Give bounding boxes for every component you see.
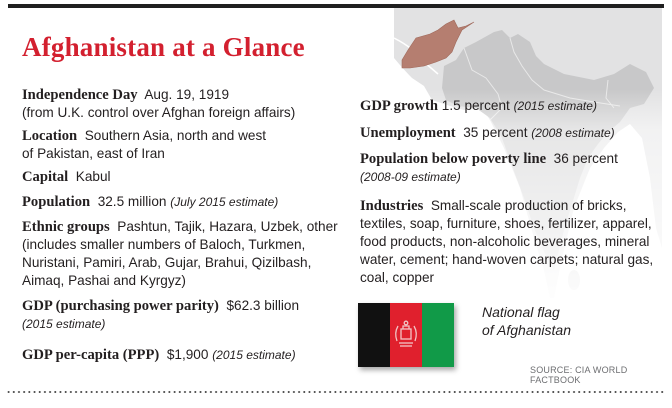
flag-green-band — [422, 303, 454, 367]
fact-estimate-note: (2015 estimate) — [513, 99, 597, 113]
fact-detail: coal, copper — [360, 270, 435, 285]
fact-value: Kabul — [75, 169, 111, 184]
fact-estimate-note: (2015 estimate) — [22, 317, 106, 331]
fact-value: 36 percent — [553, 151, 618, 166]
fact-label: GDP growth — [360, 98, 438, 114]
afghanistan-flag-icon — [358, 303, 454, 367]
fact-value: Aug. 19, 1919 — [144, 87, 230, 102]
fact-estimate-note: (July 2015 estimate) — [170, 195, 279, 209]
fact-gdp-growth: GDP growth 1.5 percent (2015 estimate) — [360, 97, 665, 115]
page-title: Afghanistan at a Glance — [22, 32, 305, 62]
fact-value: Pashtun, Tajik, Hazara, Uzbek, other — [117, 219, 338, 234]
fact-value: 1.5 percent — [441, 98, 510, 113]
fact-detail: of Pakistan, east of Iran — [22, 146, 165, 161]
fact-location: Location Southern Asia, north and west o… — [22, 127, 352, 163]
fact-ethnic-groups: Ethnic groups Pashtun, Tajik, Hazara, Uz… — [22, 218, 352, 290]
flag-caption-line2: of Afghanistan — [482, 322, 571, 338]
fact-detail: water, cement; hand-woven carpets; natur… — [360, 252, 654, 267]
fact-label: GDP (purchasing power parity) — [22, 298, 219, 314]
fact-independence-day: Independence Day Aug. 19, 1919 (from U.K… — [22, 86, 352, 122]
fact-label: Industries — [360, 198, 424, 214]
fact-label: Population — [22, 194, 91, 210]
flag-emblem-icon — [395, 320, 417, 347]
fact-label: Location — [22, 128, 78, 144]
fact-detail: Nuristani, Pamiri, Arab, Gujar, Brahui, … — [22, 255, 312, 270]
fact-label: Unemployment — [360, 125, 456, 141]
fact-value: 32.5 million — [97, 194, 167, 209]
fact-estimate-note: (2015 estimate) — [212, 348, 296, 362]
fact-gdp-per-capita: GDP per-capita (PPP) $1,900 (2015 estima… — [22, 346, 352, 364]
fact-value: $62.3 billion — [226, 298, 300, 313]
flag-caption-line1: National flag — [482, 304, 560, 320]
fact-detail: (from U.K. control over Afghan foreign a… — [22, 105, 296, 120]
fact-label: Capital — [22, 169, 69, 185]
fact-label: GDP per-capita (PPP) — [22, 347, 160, 363]
fact-label: Independence Day — [22, 87, 138, 103]
south-asia-map-icon — [394, 8, 662, 298]
fact-estimate-note: (2008-09 estimate) — [360, 170, 461, 184]
fact-detail: textiles, soap, furniture, shoes, fertil… — [360, 216, 652, 231]
fact-population: Population 32.5 million (July 2015 estim… — [22, 193, 352, 211]
fact-capital: Capital Kabul — [22, 168, 352, 186]
flag-black-band — [358, 303, 390, 367]
fact-industries: Industries Small-scale production of bri… — [360, 197, 665, 287]
fact-unemployment: Unemployment 35 percent (2008 estimate) — [360, 124, 665, 142]
fact-value: $1,900 — [166, 347, 209, 362]
fact-label: Population below poverty line — [360, 151, 547, 167]
fact-gdp-ppp: GDP (purchasing power parity) $62.3 bill… — [22, 297, 352, 333]
fact-poverty-line: Population below poverty line 36 percent… — [360, 150, 665, 186]
fact-value: Southern Asia, north and west — [84, 128, 267, 143]
top-rule — [8, 4, 664, 8]
flag-caption: National flag of Afghanistan — [482, 303, 571, 339]
fact-detail: (includes smaller numbers of Baloch, Tur… — [22, 237, 306, 252]
fact-label: Ethnic groups — [22, 219, 110, 235]
fact-value: Small-scale production of bricks, — [430, 198, 627, 213]
dotted-divider — [6, 391, 664, 393]
source-credit: SOURCE: CIA WORLD FACTBOOK — [530, 365, 628, 385]
fact-value: 35 percent — [463, 125, 528, 140]
fact-detail: Aimaq, Pashai and Kyrgyz) — [22, 273, 186, 288]
fact-detail: food products, non-alcoholic beverages, … — [360, 234, 650, 249]
fact-estimate-note: (2008 estimate) — [531, 126, 615, 140]
